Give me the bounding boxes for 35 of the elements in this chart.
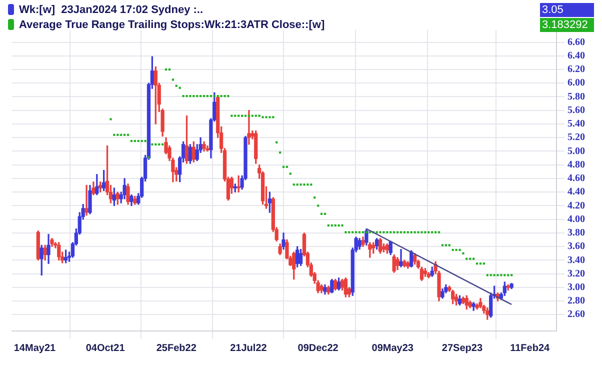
legend-label: Wk:[w] 23Jan2024 17:02 Sydney :.. xyxy=(19,4,204,16)
y-tick-label: 3.60 xyxy=(568,241,585,252)
y-tick-label: 4.00 xyxy=(568,214,585,225)
candlestick xyxy=(84,184,88,216)
y-tick-label: 5.00 xyxy=(568,146,585,157)
y-tick-label: 5.40 xyxy=(568,118,585,130)
y-tick-label: 6.60 xyxy=(568,36,585,48)
y-tick-label: 4.60 xyxy=(568,173,585,184)
y-tick-label: 5.80 xyxy=(568,91,585,102)
y-tick-label: 6.40 xyxy=(568,50,585,62)
y-tick-label: 5.20 xyxy=(568,132,585,144)
x-tick-label: 04Oct21 xyxy=(86,342,126,354)
x-tick-label: 09Dec22 xyxy=(298,342,339,354)
x-tick-label: 11Feb24 xyxy=(510,342,550,354)
y-tick-label: 4.40 xyxy=(568,186,585,198)
y-tick-label: 4.80 xyxy=(568,159,585,170)
y-tick-label: 6.00 xyxy=(568,78,585,89)
y-tick-label: 2.60 xyxy=(568,309,585,320)
x-tick-label: 14May21 xyxy=(14,342,56,354)
x-tick-label: 21Jul22 xyxy=(230,342,268,354)
y-tick-label: 3.40 xyxy=(568,254,585,266)
annotation: 3.183292 xyxy=(540,18,594,32)
x-tick-label: 27Sep23 xyxy=(442,342,483,354)
y-tick-label: 5.60 xyxy=(568,104,585,116)
x-tick-label: 25Feb22 xyxy=(156,342,197,354)
y-tick-label: 3.00 xyxy=(568,282,585,293)
candlestick xyxy=(247,110,251,145)
y-tick-label: 3.20 xyxy=(568,268,585,280)
text: 3.05 xyxy=(540,2,594,16)
y-tick-label: 6.20 xyxy=(568,64,585,76)
y-tick-label: 2.80 xyxy=(568,296,585,307)
y-tick-label: 3.80 xyxy=(568,228,585,239)
y-tick-label: 4.20 xyxy=(568,200,585,212)
legend-label: Average True Range Trailing Stops:Wk:21:3ATR Close::[w] xyxy=(19,18,325,30)
x-tick-label: 09May23 xyxy=(372,342,414,354)
